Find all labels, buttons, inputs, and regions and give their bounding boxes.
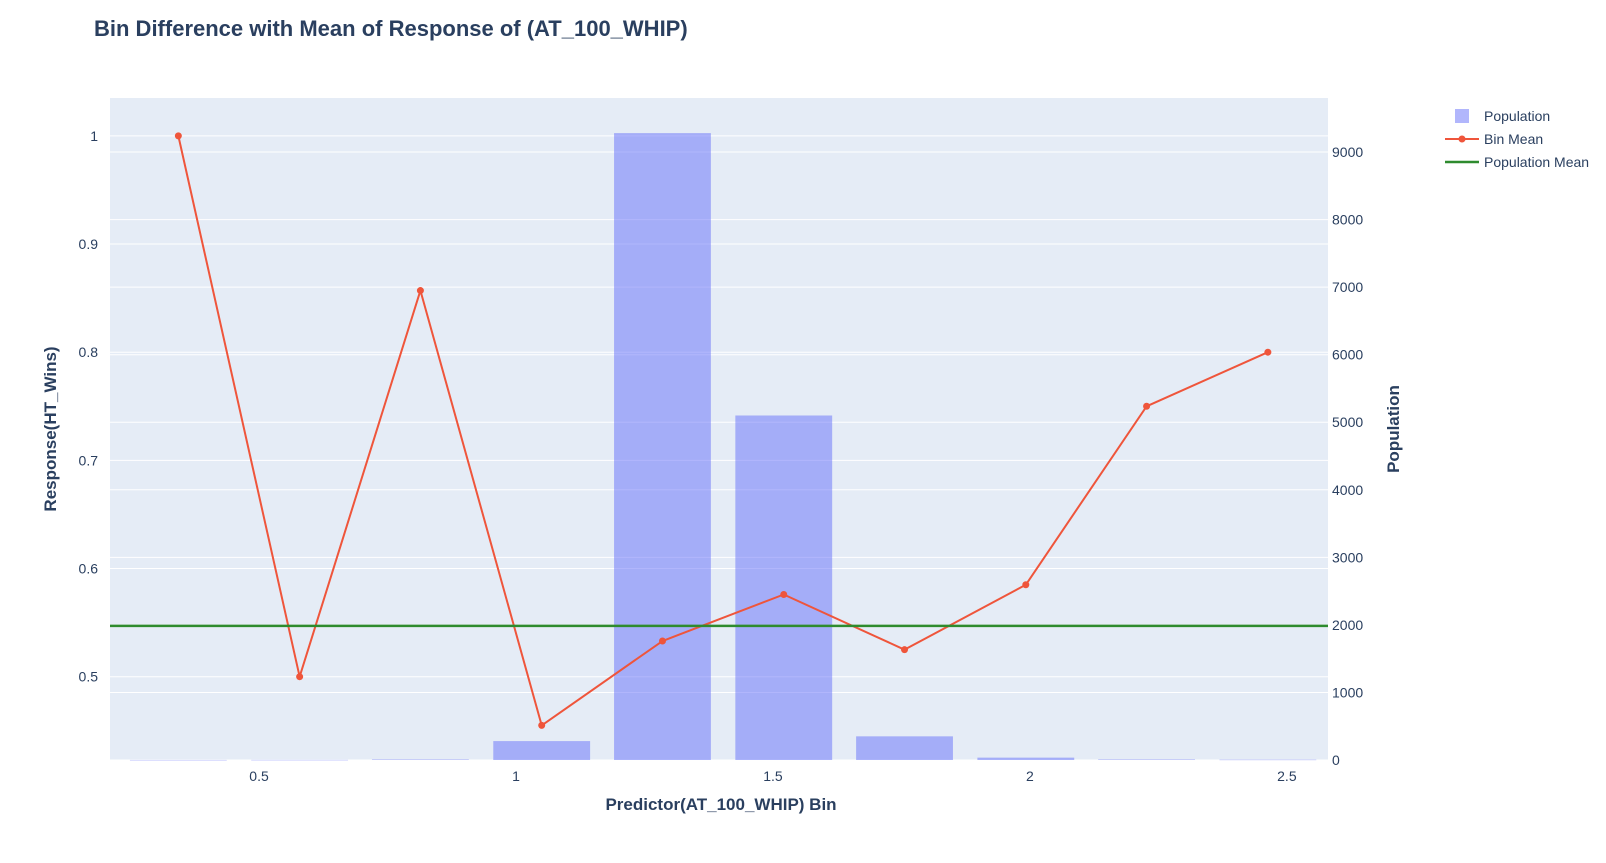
x-tick-label: 2: [1026, 768, 1034, 784]
legend-label-bin-mean[interactable]: Bin Mean: [1484, 131, 1543, 147]
bin-mean-point: [658, 637, 666, 645]
line-series: [110, 132, 1328, 729]
x-tick-label: 1.5: [763, 768, 783, 784]
population-bar: [856, 736, 953, 760]
plot-area: [110, 98, 1328, 760]
y2-tick-label: 0: [1332, 752, 1340, 768]
x-tick-label: 2.5: [1277, 768, 1297, 784]
population-bar: [1098, 759, 1195, 760]
y2-tick-label: 3000: [1332, 549, 1363, 565]
y-tick-label: 0.8: [79, 344, 99, 360]
y-tick-label: 0.6: [79, 561, 99, 577]
y2-tick-label: 7000: [1332, 279, 1363, 295]
y-axis-title: Response(HT_Wins): [41, 346, 60, 511]
x-axis-title: Predictor(AT_100_WHIP) Bin: [605, 795, 836, 814]
population-bar: [735, 415, 833, 760]
y-tick-label: 1: [90, 128, 98, 144]
axes: 0.5 0.6 0.7 0.8 0.9 1 0 1000 2000 3000 4000 5000 600…: [79, 128, 1364, 784]
population-bar: [614, 133, 711, 760]
x-tick-label: 0.5: [249, 768, 269, 784]
y2-tick-label: 8000: [1332, 212, 1363, 228]
y2-tick-label: 1000: [1332, 684, 1363, 700]
population-bars: [129, 133, 1317, 761]
chart-title: Bin Difference with Mean of Response of …: [94, 16, 688, 41]
y2-tick-label: 9000: [1332, 144, 1363, 160]
legend-swatch-population[interactable]: [1455, 109, 1469, 123]
bin-mean-point: [538, 721, 546, 729]
bin-mean-point: [416, 287, 424, 295]
population-bar: [1219, 759, 1317, 761]
x-tick-label: 1: [512, 768, 520, 784]
y2-tick-label: 4000: [1332, 482, 1363, 498]
bin-mean-point: [780, 591, 788, 598]
y2-tick-label: 2000: [1332, 617, 1363, 633]
bin-mean-point: [901, 646, 909, 654]
y-tick-label: 0.7: [79, 452, 99, 468]
bin-mean-point: [296, 673, 304, 681]
population-bar: [493, 741, 591, 760]
y2-tick-label: 5000: [1332, 414, 1363, 430]
bin-mean-point: [1264, 348, 1272, 356]
bin-mean-line: [177, 135, 1269, 727]
bin-mean-point: [1143, 402, 1151, 410]
y2-tick-label: 6000: [1332, 347, 1363, 363]
y-tick-label: 0.5: [79, 669, 99, 685]
legend-label-population[interactable]: Population: [1484, 108, 1550, 124]
bin-mean-point: [174, 132, 182, 140]
legend: Population Bin Mean Population Mean: [1445, 108, 1589, 170]
y2-axis-title: Population: [1384, 385, 1403, 473]
population-bar: [371, 759, 469, 760]
bin-mean-point: [1022, 581, 1030, 589]
legend-marker-bin-mean: [1458, 135, 1466, 143]
y-tick-label: 0.9: [79, 236, 99, 252]
gridlines: [110, 135, 1328, 761]
population-bar: [977, 757, 1075, 760]
legend-label-population-mean[interactable]: Population Mean: [1484, 154, 1589, 170]
population-bar: [129, 759, 227, 761]
population-bar: [251, 759, 349, 761]
